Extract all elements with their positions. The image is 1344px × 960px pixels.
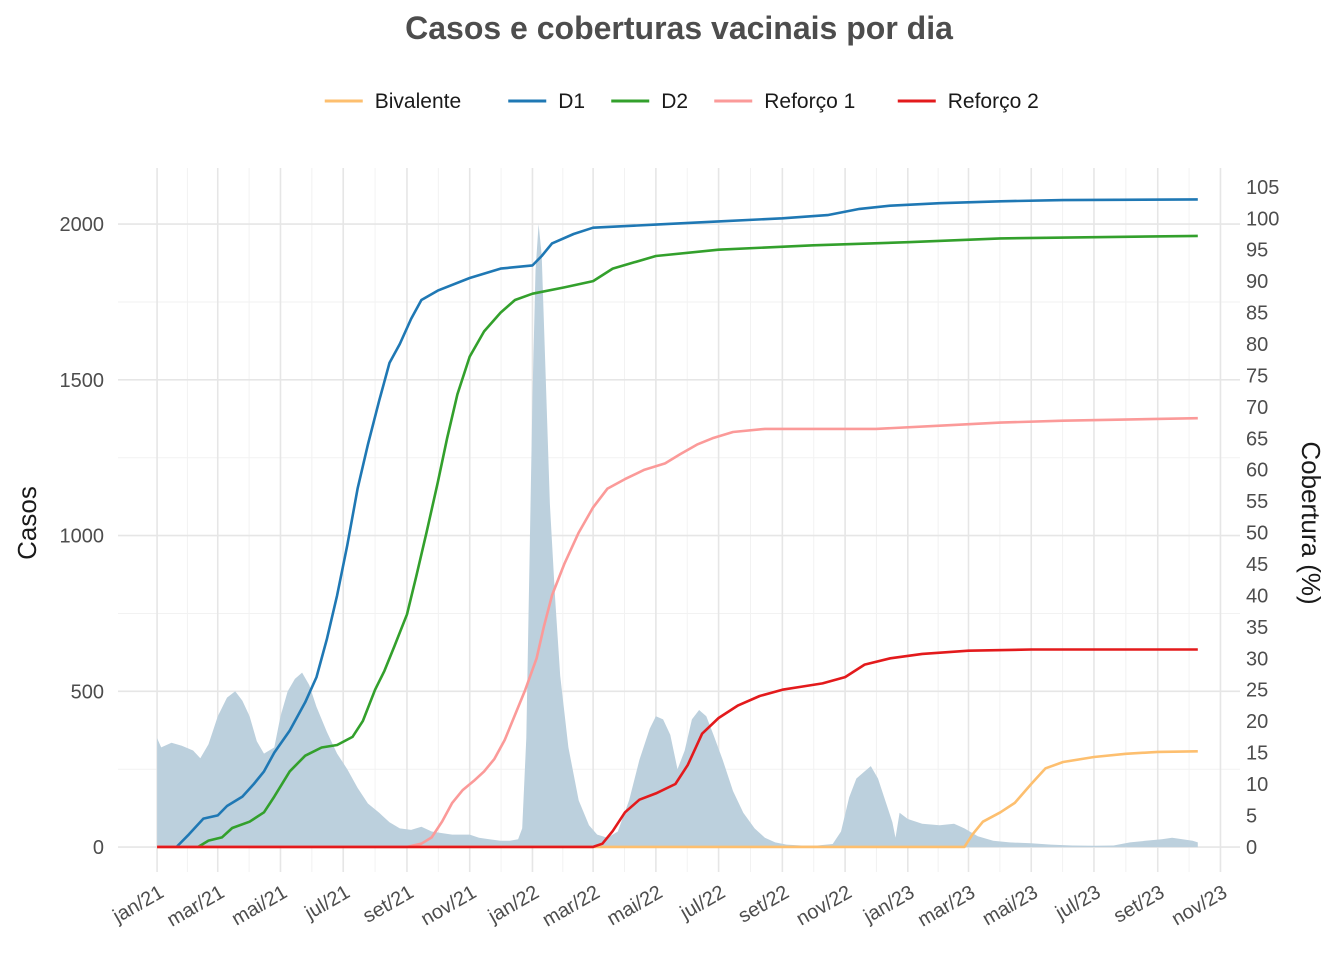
x-tick-label: mai/23 [979, 881, 1042, 930]
y2-tick-label: 90 [1246, 271, 1268, 293]
y2-tick-label: 95 [1246, 240, 1268, 262]
series-line-reforco-2 [157, 648, 1198, 849]
x-tick-label: jul/22 [676, 881, 729, 924]
y-tick-label: 2000 [60, 214, 105, 236]
y2-tick-label: 40 [1246, 585, 1268, 607]
x-tick-label: mai/22 [603, 881, 666, 930]
y-axis-title: Casos [12, 486, 42, 560]
y2-tick-label: 50 [1246, 523, 1268, 545]
y-tick-label: 0 [93, 837, 104, 859]
y2-tick-label: 0 [1246, 837, 1257, 859]
y2-tick-label: 105 [1246, 177, 1279, 199]
legend-label-bivalente: Bivalente [375, 90, 461, 113]
chart-legend: Bivalente D1 D2 Reforço 1 Reforço 2 [324, 90, 1039, 113]
x-tick-label: jul/23 [1051, 881, 1104, 924]
legend-label-reforco-1: Reforço 1 [764, 90, 855, 113]
y2-tick-label: 75 [1246, 365, 1268, 387]
y2-tick-label: 85 [1246, 303, 1268, 325]
x-tick-label: jan/21 [109, 881, 168, 928]
y2-tick-label: 20 [1246, 711, 1268, 733]
y-tick-label: 500 [71, 681, 104, 703]
series-line-bivalente [157, 750, 1198, 849]
y2-tick-label: 60 [1246, 460, 1268, 482]
series-line-d1 [175, 198, 1198, 848]
legend-label-reforco-2: Reforço 2 [948, 90, 1039, 113]
y2-tick-label: 80 [1246, 334, 1268, 356]
y2-tick-label: 30 [1246, 648, 1268, 670]
chart-title: Casos e coberturas vacinais por dia [405, 10, 953, 46]
y-tick-label: 1000 [60, 526, 105, 548]
x-tick-label: nov/23 [1168, 881, 1231, 930]
series-line-reforco-1 [157, 416, 1198, 849]
y2-tick-label: 65 [1246, 428, 1268, 450]
legend-label-d1: D1 [558, 90, 585, 113]
x-tick-label: mai/21 [228, 881, 291, 930]
x-tick-label: set/23 [1110, 881, 1168, 927]
x-tick-label: jul/21 [300, 881, 353, 924]
x-tick-label: nov/22 [793, 881, 856, 930]
coverage-lines-layer [157, 198, 1198, 849]
legend-label-d2: D2 [661, 90, 688, 113]
y2-tick-label: 45 [1246, 554, 1268, 576]
y2-tick-label: 100 [1246, 208, 1279, 230]
x-tick-label: jan/23 [859, 881, 918, 928]
cases-area [157, 224, 1198, 848]
y2-tick-label: 35 [1246, 617, 1268, 639]
y2-tick-label: 55 [1246, 491, 1268, 513]
x-tick-label: set/22 [735, 881, 793, 927]
y-tick-label: 1500 [60, 370, 105, 392]
x-tick-label: nov/21 [417, 881, 480, 930]
series-line-d2 [197, 234, 1198, 849]
y2-tick-label: 10 [1246, 774, 1268, 796]
y2-tick-label: 25 [1246, 680, 1268, 702]
y2-axis-title: Cobertura (%) [1296, 441, 1326, 604]
y2-tick-label: 5 [1246, 805, 1257, 827]
x-tick-label: mar/22 [539, 881, 604, 931]
y2-tick-label: 70 [1246, 397, 1268, 419]
x-tick-label: mar/23 [914, 881, 979, 931]
x-tick-label: mar/21 [163, 881, 228, 931]
y2-tick-label: 15 [1246, 743, 1268, 765]
x-tick-label: jan/22 [484, 881, 543, 928]
x-tick-label: set/21 [359, 881, 417, 927]
cases-area-layer [157, 224, 1198, 848]
